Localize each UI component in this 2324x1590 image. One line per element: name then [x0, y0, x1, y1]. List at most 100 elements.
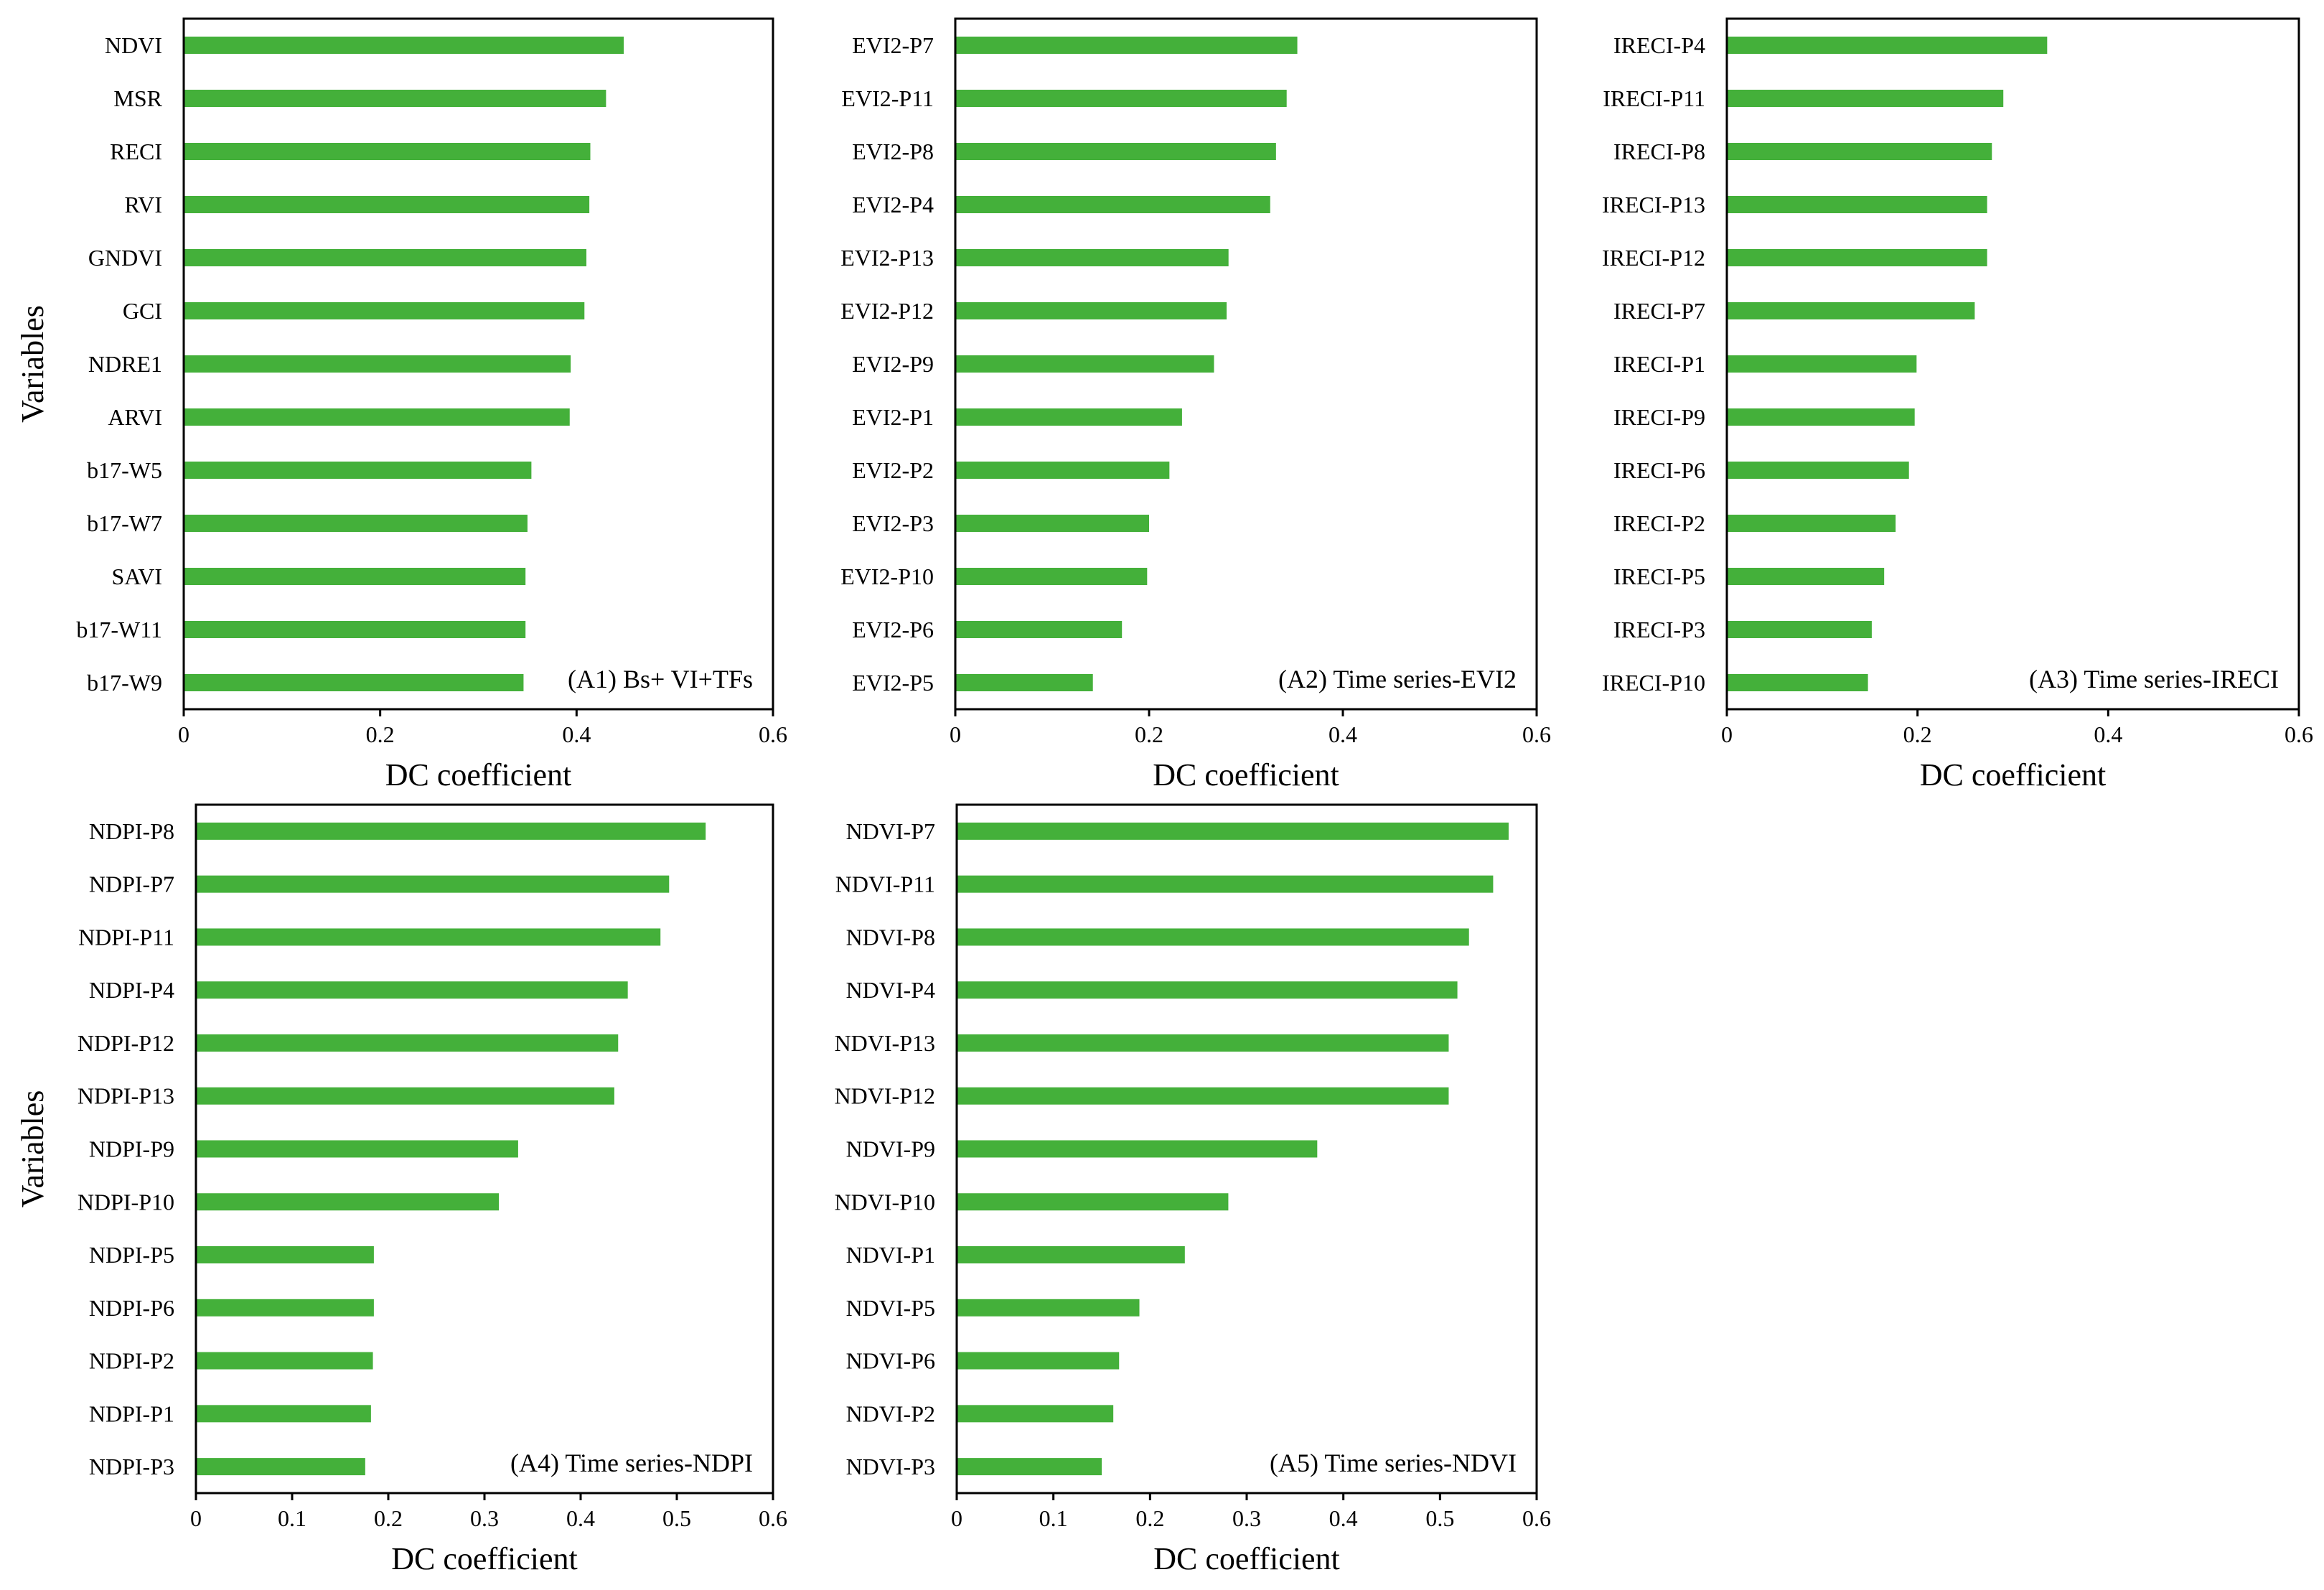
- x-tick-label: 0.1: [1039, 1505, 1068, 1531]
- bar-EVI2-P3: [955, 515, 1149, 532]
- category-label: NDPI-P3: [89, 1454, 174, 1479]
- category-label: IRECI-P6: [1613, 457, 1705, 483]
- category-label: NDVI-P8: [846, 924, 935, 950]
- category-label: NDVI-P13: [835, 1030, 935, 1056]
- category-label: b17-W9: [87, 670, 162, 696]
- bar-b17-W7: [184, 515, 528, 532]
- bar-EVI2-P10: [955, 568, 1148, 585]
- x-tick-label: 0: [1721, 721, 1733, 747]
- category-label: NDVI-P1: [846, 1242, 935, 1268]
- bar-EVI2-P5: [955, 674, 1093, 691]
- chart-panel-3: IRECI-P4 IRECI-P11 IRECI-P8 IRECI-P13 IRECI-…: [1602, 17, 2313, 792]
- chart-panel-2: EVI2-P7 EVI2-P11 EVI2-P8 EVI2-P4 EVI2-P13 EVI…: [840, 17, 1551, 792]
- category-label: EVI2-P7: [852, 32, 934, 58]
- category-label: IRECI-P10: [1602, 670, 1705, 696]
- category-label: NDPI-P4: [89, 977, 174, 1003]
- category-label: NDVI-P3: [846, 1454, 935, 1479]
- y-axis-label: Variables: [15, 1090, 50, 1208]
- x-tick-label: 0.4: [2094, 721, 2122, 747]
- bar-NDRE1: [184, 355, 571, 373]
- category-label: NDPI-P11: [78, 924, 174, 950]
- category-label: NDPI-P7: [89, 871, 174, 897]
- category-label: NDVI-P5: [846, 1295, 935, 1321]
- bar-NDVI-P5: [957, 1299, 1140, 1317]
- x-tick-label: 0.1: [278, 1505, 306, 1531]
- plot-frame: [1725, 17, 2300, 711]
- chart-panel-5: NDVI-P7 NDVI-P11 NDVI-P8 NDVI-P4 NDVI-P13 NDV…: [835, 803, 1551, 1576]
- x-tick-label: 0.2: [1903, 721, 1932, 747]
- category-label: EVI2-P8: [852, 139, 934, 164]
- bar-EVI2-P6: [955, 621, 1123, 638]
- panel-title: (A2) Time series-EVI2: [1278, 665, 1517, 693]
- category-label: EVI2-P6: [852, 617, 934, 642]
- bar-NDVI-P12: [957, 1087, 1449, 1105]
- bar-NDVI-P2: [957, 1405, 1114, 1423]
- x-tick-label: 0.4: [1329, 1505, 1358, 1531]
- category-label: NDRE1: [88, 351, 162, 377]
- x-tick-label: 0.3: [1232, 1505, 1261, 1531]
- bar-NDPI-P4: [196, 981, 628, 999]
- category-label: EVI2-P1: [852, 404, 934, 430]
- category-label: GNDVI: [88, 245, 162, 271]
- bar-EVI2-P8: [955, 143, 1276, 160]
- bar-NDPI-P7: [196, 875, 670, 893]
- plot-frame: [182, 17, 774, 711]
- category-label: NDPI-P9: [89, 1136, 174, 1162]
- category-label: EVI2-P4: [852, 192, 934, 218]
- category-label: NDPI-P8: [89, 818, 174, 844]
- x-tick-label: 0.4: [1329, 721, 1357, 747]
- bar-IRECI-P4: [1727, 37, 2048, 54]
- category-label: EVI2-P5: [852, 670, 934, 696]
- category-label: NDVI-P12: [835, 1083, 935, 1109]
- x-tick-label: 0.2: [1135, 721, 1163, 747]
- category-label: NDPI-P1: [89, 1400, 174, 1426]
- bar-NDVI-P7: [957, 822, 1509, 840]
- bar-NDVI-P9: [957, 1140, 1318, 1158]
- bar-IRECI-P12: [1727, 249, 1987, 266]
- bar-NDPI-P6: [196, 1299, 374, 1317]
- bar-NDVI-P3: [957, 1458, 1102, 1476]
- category-label: NDVI-P2: [846, 1400, 935, 1426]
- x-tick-label: 0.5: [662, 1505, 691, 1531]
- x-axis-label: DC coefficient: [391, 1541, 577, 1576]
- bar-MSR: [184, 90, 606, 107]
- x-axis-label: DC coefficient: [1920, 757, 2106, 792]
- bar-IRECI-P10: [1727, 674, 1868, 691]
- bar-NDPI-P12: [196, 1034, 619, 1052]
- category-label: NDPI-P12: [78, 1030, 174, 1056]
- x-tick-label: 0.3: [470, 1505, 499, 1531]
- category-label: NDPI-P5: [89, 1242, 174, 1268]
- category-label: NDPI-P6: [89, 1295, 174, 1321]
- y-axis-label: Variables: [15, 305, 50, 423]
- x-tick-label: 0: [190, 1505, 202, 1531]
- bar-NDVI-P8: [957, 928, 1469, 946]
- bar-EVI2-P12: [955, 302, 1227, 319]
- category-label: IRECI-P13: [1602, 192, 1705, 218]
- category-label: IRECI-P9: [1613, 404, 1705, 430]
- category-label: NDVI-P9: [846, 1136, 935, 1162]
- category-label: RECI: [110, 139, 162, 164]
- category-label: EVI2-P13: [840, 245, 934, 271]
- x-tick-label: 0: [951, 1505, 962, 1531]
- category-label: IRECI-P3: [1613, 617, 1705, 642]
- panel-title: (A4) Time series-NDPI: [510, 1449, 753, 1477]
- panel-title: (A5) Time series-NDVI: [1270, 1449, 1517, 1477]
- bar-GNDVI: [184, 249, 587, 266]
- category-label: IRECI-P7: [1613, 298, 1705, 324]
- bar-IRECI-P2: [1727, 515, 1896, 532]
- x-tick-label: 0.2: [374, 1505, 403, 1531]
- bar-NDPI-P8: [196, 822, 706, 840]
- bar-EVI2-P11: [955, 90, 1287, 107]
- category-label: NDVI-P10: [835, 1189, 935, 1215]
- bar-NDPI-P10: [196, 1193, 500, 1211]
- x-axis-label: DC coefficient: [1153, 1541, 1339, 1576]
- x-tick-label: 0.4: [562, 721, 591, 747]
- category-label: NDPI-P2: [89, 1348, 174, 1374]
- x-tick-label: 0: [178, 721, 189, 747]
- bar-ARVI: [184, 408, 570, 426]
- bar-b17-W11: [184, 621, 526, 638]
- bar-EVI2-P2: [955, 462, 1170, 479]
- bar-IRECI-P13: [1727, 196, 1987, 213]
- category-label: EVI2-P3: [852, 510, 934, 536]
